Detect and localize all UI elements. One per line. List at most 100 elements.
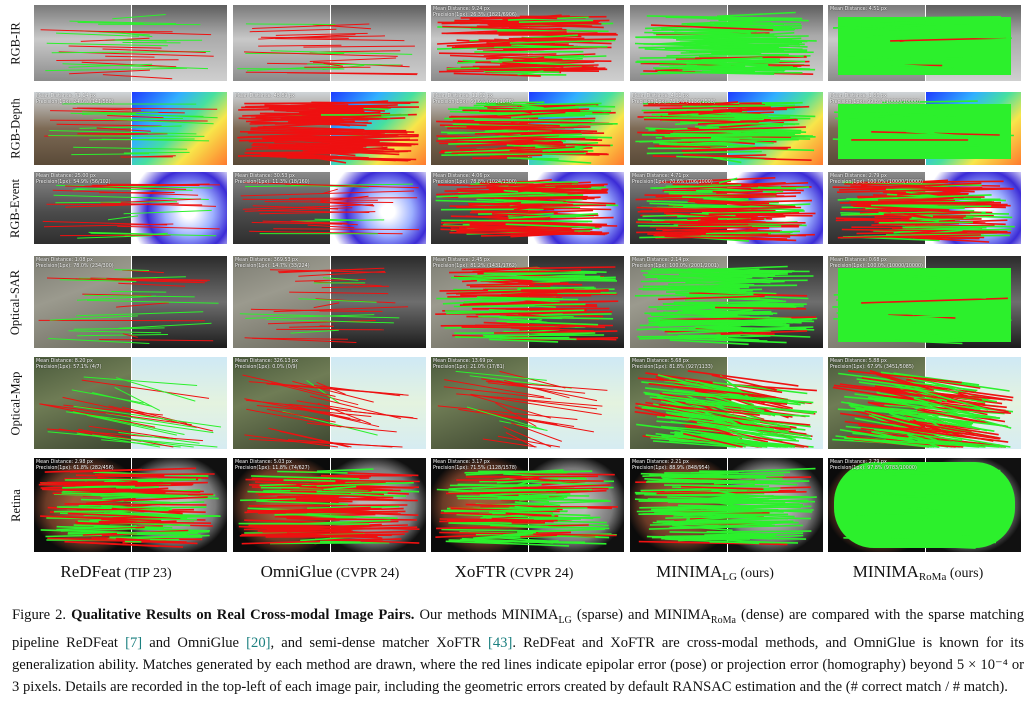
- precision: Precision(1px): 73.8% (1136/1538): [632, 100, 716, 105]
- correct-match-line: [649, 396, 745, 408]
- correct-match-line: [238, 522, 370, 525]
- correct-match-line: [506, 144, 584, 150]
- wrong-match-line: [262, 125, 365, 131]
- row-label-text: Retina: [8, 488, 23, 522]
- correct-match-line: [322, 277, 359, 281]
- wrong-match-line: [720, 330, 808, 335]
- wrong-match-line: [439, 519, 558, 523]
- row-label: RGB-Depth: [2, 92, 30, 165]
- wrong-match-line: [271, 382, 359, 406]
- correct-match-line: [664, 134, 786, 138]
- wrong-match-line: [659, 177, 776, 184]
- wrong-match-line: [123, 496, 208, 502]
- correct-match-line: [846, 142, 997, 147]
- wrong-match-line: [289, 291, 389, 295]
- match-visualization: Mean Distance: 5.68 px Precision(1px): 81…: [630, 357, 823, 449]
- correct-match-line: [502, 531, 536, 536]
- correct-match-line: [514, 501, 561, 507]
- wrong-match-line: [67, 512, 181, 519]
- wrong-match-line: [243, 51, 398, 57]
- wrong-match-line: [266, 527, 391, 531]
- correct-match-line: [77, 334, 169, 337]
- correct-match-line: [123, 209, 212, 215]
- wrong-match-line: [50, 110, 185, 114]
- wrong-match-line: [273, 306, 409, 313]
- correct-match-line: [474, 119, 595, 122]
- correct-match-line: [93, 117, 184, 121]
- wrong-match-line: [440, 228, 608, 235]
- caption-text-6: . ReDFeat and XoFTR are cross-modal meth…: [12, 634, 1024, 673]
- match-stats: Mean Distance: 1.86 px Precision(1px): 99…: [830, 94, 920, 106]
- correct-match-line: [436, 192, 542, 198]
- correct-match-line: [706, 123, 738, 127]
- wrong-match-line: [483, 131, 605, 134]
- correct-match-line: [873, 468, 991, 473]
- correct-match-line: [81, 111, 136, 115]
- method-name: MINIMA: [852, 562, 919, 581]
- correct-match-line: [709, 541, 799, 544]
- correct-match-line: [854, 393, 929, 404]
- correct-match-line: [116, 534, 201, 540]
- caption-text-2: (sparse) and MINIMA: [576, 607, 711, 623]
- correct-match-line: [494, 46, 608, 49]
- match-lines: [39, 376, 222, 448]
- correct-match-line: [441, 528, 544, 532]
- wrong-match-line: [679, 101, 740, 106]
- wrong-match-line: [248, 504, 408, 507]
- wrong-match-line: [482, 21, 602, 25]
- correct-match-line: [878, 221, 974, 224]
- wrong-match-line: [309, 508, 373, 515]
- correct-match-line: [112, 14, 166, 20]
- wrong-match-line: [861, 297, 1008, 304]
- citation-link[interactable]: [20]: [246, 634, 271, 651]
- citation-link[interactable]: [7]: [125, 634, 143, 651]
- correct-match-line: [316, 481, 414, 487]
- correct-match-line: [122, 41, 181, 44]
- match-lines: [237, 100, 420, 164]
- wrong-match-line: [656, 491, 807, 495]
- mean-distance: Mean Distance: 5.03 px: [235, 460, 292, 465]
- match-lines: [437, 370, 608, 448]
- correct-match-line: [680, 121, 796, 126]
- wrong-match-line: [456, 393, 603, 407]
- wrong-match-line: [267, 320, 376, 325]
- correct-match-line: [247, 65, 341, 72]
- correct-match-line: [319, 540, 361, 543]
- wrong-match-line: [513, 205, 543, 211]
- correct-match-line: [690, 45, 800, 50]
- figure-caption: Figure 2. Qualitative Results on Real Cr…: [12, 604, 1024, 698]
- wrong-match-line: [517, 282, 583, 286]
- wrong-match-line: [240, 190, 415, 197]
- correct-match-line: [473, 102, 602, 107]
- correct-match-line: [505, 223, 595, 229]
- wrong-match-line: [84, 183, 210, 187]
- match-stats: Mean Distance: 4.71 px Precision(1px): 70…: [632, 174, 713, 186]
- wrong-match-line: [512, 59, 612, 62]
- correct-match-line: [912, 509, 940, 513]
- match-lines: [38, 467, 221, 548]
- correct-match-line: [914, 517, 937, 522]
- correct-match-line: [833, 315, 960, 320]
- wrong-match-line: [712, 190, 748, 194]
- correct-match-line: [652, 141, 740, 147]
- correct-match-line: [55, 201, 178, 204]
- wrong-match-line: [290, 220, 358, 226]
- wrong-match-line: [64, 503, 207, 506]
- match-visualization: Mean Distance: 0.68 px Precision(1px): 10…: [828, 256, 1021, 348]
- match-visualization: Mean Distance: 2.14 px Precision(1px): 10…: [630, 256, 823, 348]
- mean-distance: Mean Distance: 25.00 px: [36, 174, 96, 179]
- wrong-match-line: [111, 507, 183, 515]
- citation-link[interactable]: [43]: [487, 634, 513, 651]
- correct-match-line: [643, 284, 798, 288]
- correct-match-line: [646, 15, 803, 20]
- correct-match-line: [660, 425, 810, 440]
- wrong-match-line: [483, 53, 557, 57]
- wrong-match-line: [62, 396, 164, 420]
- correct-match-line: [454, 336, 577, 341]
- wrong-match-line: [266, 408, 336, 423]
- source-image: [233, 357, 330, 449]
- wrong-match-line: [102, 48, 206, 53]
- match-stats: Mean Distance: 11.62 px Precision(1px): 6…: [433, 94, 514, 106]
- method-name: ReDFeat: [60, 562, 121, 581]
- correct-match-line: [635, 33, 766, 39]
